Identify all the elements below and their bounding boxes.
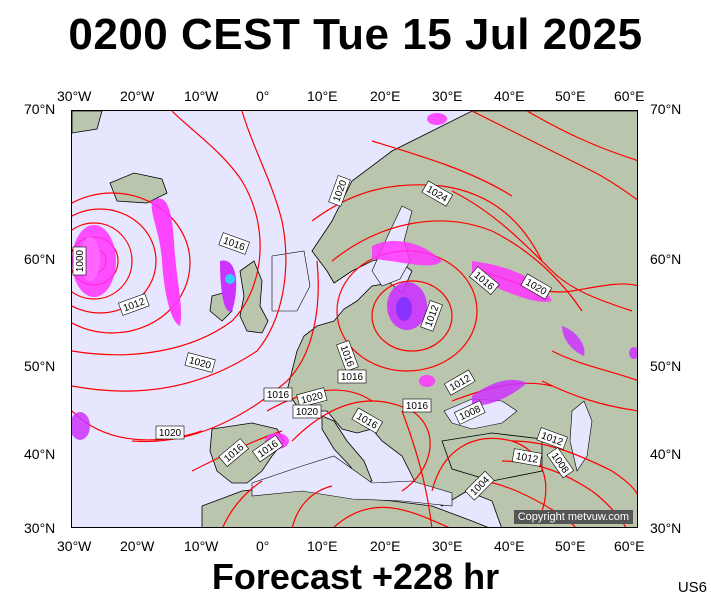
isobar	[551, 350, 637, 381]
precip-heavy	[225, 274, 235, 284]
isobar	[511, 440, 637, 496]
precip-area	[472, 379, 527, 406]
isobar-label: 1020	[296, 407, 319, 418]
isobar	[526, 111, 637, 161]
lon-label: 30°W	[57, 88, 92, 104]
region-code: US6	[677, 579, 707, 596]
north-sea	[271, 250, 311, 312]
weather-map: 1000 1012 1016 1020 1020 1020 1024 1016 …	[71, 110, 638, 528]
lon-label: 30°E	[432, 538, 463, 554]
lat-label: 30°N	[650, 520, 682, 536]
land-greenland	[72, 111, 103, 134]
isobar	[222, 480, 263, 527]
isobar	[451, 190, 633, 312]
lon-label: 0°	[256, 88, 270, 104]
lon-label: 60°E	[614, 88, 645, 104]
isobar	[371, 280, 453, 352]
precip-area	[562, 326, 585, 356]
lon-label: 20°W	[120, 88, 155, 104]
isobar	[371, 140, 513, 197]
isobar	[471, 111, 637, 201]
lat-label: 70°N	[24, 101, 56, 117]
isobar-label: 1016	[267, 390, 290, 401]
precip-area	[151, 198, 182, 326]
lon-label: 30°E	[432, 88, 463, 104]
lat-label: 50°N	[24, 358, 56, 374]
lon-label: 30°W	[57, 538, 92, 554]
lat-label: 60°N	[650, 251, 682, 267]
lat-label: 60°N	[24, 251, 56, 267]
lon-label: 50°E	[555, 538, 586, 554]
lat-label: 70°N	[650, 101, 682, 117]
lon-label: 10°W	[184, 88, 219, 104]
isobar-label: 1016	[406, 401, 429, 412]
lon-label: 20°W	[120, 538, 155, 554]
lon-label: 10°E	[307, 88, 338, 104]
isobar	[331, 220, 583, 312]
isobar	[401, 410, 433, 527]
isobar	[72, 208, 157, 314]
precip-area	[72, 412, 90, 440]
lon-label: 20°E	[370, 538, 401, 554]
land-iberia	[209, 422, 285, 484]
precip-area	[629, 347, 637, 359]
isobars	[72, 111, 637, 527]
isobar	[72, 111, 261, 356]
lat-label: 30°N	[24, 520, 56, 536]
caspian-sea	[569, 400, 593, 472]
chart-title: 0200 CEST Tue 15 Jul 2025	[68, 10, 643, 59]
lon-label: 10°W	[184, 538, 219, 554]
isobar	[431, 437, 547, 512]
lon-label: 40°E	[494, 538, 525, 554]
lon-label: 0°	[256, 538, 270, 554]
precip-area	[396, 297, 412, 321]
lon-label: 60°E	[614, 538, 645, 554]
isobar-label: 1012	[515, 451, 539, 466]
isobar	[311, 184, 543, 262]
isobar-label: 1000	[75, 249, 86, 272]
mediterranean	[251, 455, 453, 507]
land-iceland	[109, 172, 168, 204]
map-canvas: 1000 1012 1016 1020 1020 1020 1024 1016 …	[72, 111, 637, 527]
precip-area	[427, 113, 447, 125]
isobar	[72, 111, 287, 392]
isobar	[291, 485, 333, 527]
isobar-labels: 1000 1012 1016 1020 1020 1020 1024 1016 …	[72, 175, 575, 501]
isobar-label: 1016	[341, 372, 364, 383]
lat-label: 50°N	[650, 358, 682, 374]
lon-label: 20°E	[370, 88, 401, 104]
lon-label: 40°E	[494, 88, 525, 104]
isobar	[72, 192, 191, 334]
isobar	[333, 506, 450, 527]
isobar-label: 1020	[159, 428, 182, 439]
forecast-label: Forecast +228 hr	[211, 556, 500, 597]
lat-label: 40°N	[24, 446, 56, 462]
precip-area	[220, 260, 237, 312]
lat-label: 40°N	[650, 446, 682, 462]
lon-label: 50°E	[555, 88, 586, 104]
lon-label: 10°E	[307, 538, 338, 554]
land-turkey	[441, 432, 543, 482]
precip-area	[419, 375, 435, 387]
isobar	[72, 222, 133, 300]
precip-area	[372, 241, 442, 266]
copyright-notice: Copyright metvuw.com	[513, 510, 633, 524]
